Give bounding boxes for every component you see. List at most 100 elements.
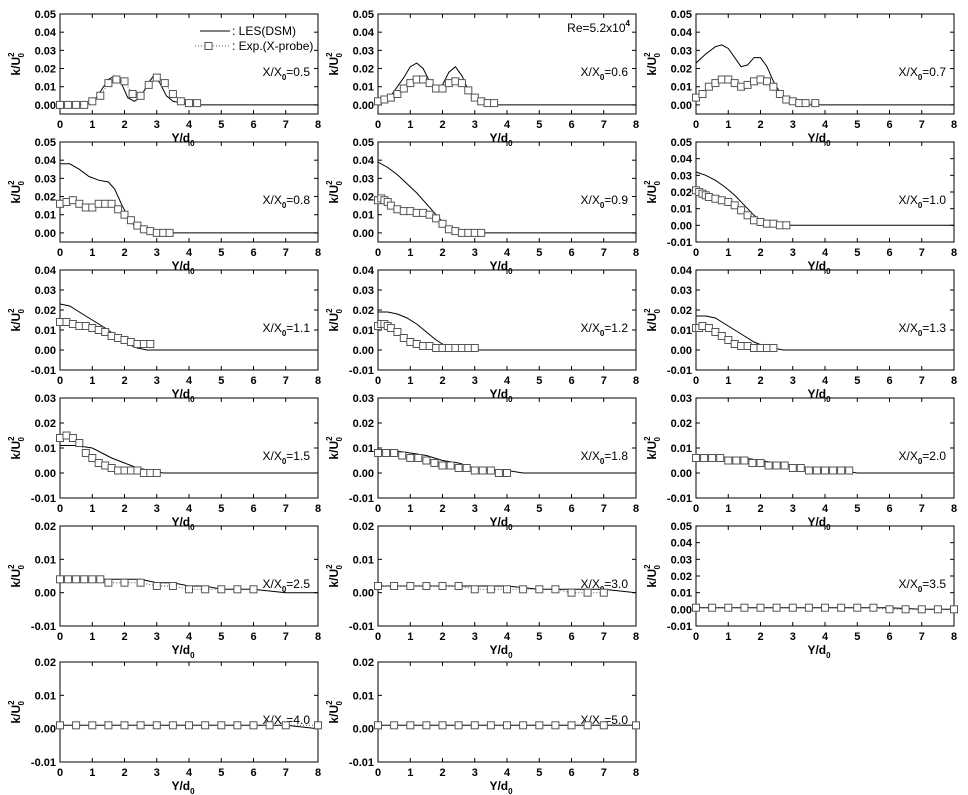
exp-point <box>165 228 174 237</box>
x-tick-label: 1 <box>725 247 731 259</box>
exp-point <box>788 603 797 612</box>
exp-point <box>950 605 958 614</box>
panel-title: X/X0=2.0 <box>899 449 947 466</box>
x-tick-label: 1 <box>89 375 95 387</box>
exp-point <box>454 721 463 730</box>
y-tick-label: 0.05 <box>353 9 374 21</box>
exp-point <box>478 466 487 475</box>
y-tick-label: 0.00 <box>35 345 56 357</box>
exp-point <box>56 199 64 208</box>
exp-point <box>470 344 479 352</box>
y-axis-label: k/U20 <box>325 308 344 332</box>
exp-point <box>160 79 169 88</box>
x-tick-label: 3 <box>790 119 796 131</box>
x-tick-label: 3 <box>472 247 478 259</box>
x-tick-label: 3 <box>790 631 796 643</box>
panel-17: -0.010.000.010.02012345678Y/d0k/U20X/X0=… <box>325 657 640 795</box>
y-tick-label: 0.03 <box>35 173 56 185</box>
panel-title: X/X0=0.5 <box>263 65 311 82</box>
exp-point <box>56 434 64 442</box>
exp-point <box>583 588 592 597</box>
exp-point <box>112 75 121 84</box>
x-tick-label: 3 <box>790 375 796 387</box>
x-tick-label: 4 <box>822 119 829 131</box>
exp-point <box>692 93 700 102</box>
x-tick-label: 6 <box>250 767 256 779</box>
x-tick-label: 5 <box>854 631 860 643</box>
x-tick-label: 6 <box>250 247 256 259</box>
exp-point <box>470 585 479 594</box>
x-tick-label: 2 <box>757 631 763 643</box>
y-tick-label: 0.01 <box>35 443 56 455</box>
x-tick-label: 0 <box>375 247 381 259</box>
y-tick-label: 0.03 <box>671 285 692 297</box>
exp-point <box>885 605 894 614</box>
exp-point <box>804 466 813 475</box>
y-tick-label: 0.00 <box>671 604 692 616</box>
plot-frame <box>695 269 955 371</box>
x-tick-label: 4 <box>186 631 193 643</box>
y-tick-label: 0.00 <box>35 588 56 600</box>
exp-point <box>503 585 511 594</box>
panel-title: X/X0=0.7 <box>899 65 947 82</box>
x-tick-label: 7 <box>283 119 289 131</box>
exp-point <box>386 93 395 102</box>
x-tick-label: 7 <box>601 247 607 259</box>
exp-point <box>483 99 492 108</box>
exp-point <box>133 221 142 230</box>
exp-point <box>81 322 90 330</box>
exp-point <box>185 585 193 594</box>
exp-point <box>756 459 765 467</box>
exp-point <box>837 603 846 612</box>
x-tick-label: 0 <box>375 503 381 515</box>
x-tick-label: 4 <box>504 503 511 515</box>
exp-point <box>464 344 473 352</box>
x-tick-label: 5 <box>854 247 860 259</box>
x-tick-label: 6 <box>568 247 574 259</box>
exp-point <box>390 449 399 457</box>
exp-point <box>81 449 90 457</box>
x-tick-label: 4 <box>504 767 511 779</box>
plot-frame <box>377 141 637 243</box>
x-tick-label: 2 <box>121 767 127 779</box>
exp-point <box>393 328 402 336</box>
x-tick-label: 1 <box>407 119 413 131</box>
exp-point <box>454 582 463 590</box>
exp-point <box>104 79 113 88</box>
exp-point <box>265 721 274 730</box>
x-tick-label: 3 <box>472 119 478 131</box>
y-axis-label: k/U20 <box>325 436 344 460</box>
x-tick-label: 5 <box>218 247 224 259</box>
exp-point <box>821 466 829 475</box>
exp-point <box>168 582 177 590</box>
x-tick-label: 1 <box>89 119 95 131</box>
panel-6: -0.01 0.00 0.01 0.02 0.03 0.04 0.05 0 1 2 3 4 5 6 7 8 Y/… <box>643 137 957 276</box>
exp-point <box>75 439 84 447</box>
x-tick-label: 8 <box>951 631 957 643</box>
y-tick-label: 0.02 <box>35 521 56 533</box>
exp-point <box>419 342 428 350</box>
exp-point <box>444 79 453 88</box>
x-tick-label: 2 <box>121 375 127 387</box>
exp-point <box>120 77 129 86</box>
exp-point <box>120 721 129 730</box>
x-tick-label: 6 <box>250 375 256 387</box>
exp-point <box>772 603 781 612</box>
exp-point <box>81 203 90 212</box>
exp-point <box>136 721 145 730</box>
plot-frame <box>59 269 319 371</box>
exp-point <box>567 588 576 597</box>
exp-point <box>811 99 820 108</box>
y-tick-label: 0.00 <box>353 724 374 736</box>
exp-point <box>68 434 77 442</box>
reynolds-number: Re=5.2x104 <box>567 19 630 35</box>
x-tick-label: 5 <box>854 375 860 387</box>
y-axis-label: k/U20 <box>643 52 662 76</box>
x-tick-label: 0 <box>57 503 63 515</box>
x-tick-label: 2 <box>439 375 445 387</box>
x-tick-label: 4 <box>186 375 193 387</box>
y-tick-label: 0.03 <box>671 393 692 405</box>
x-tick-label: 8 <box>951 119 957 131</box>
y-tick-label: 0.01 <box>353 443 374 455</box>
y-tick-label: 0.04 <box>671 154 693 166</box>
